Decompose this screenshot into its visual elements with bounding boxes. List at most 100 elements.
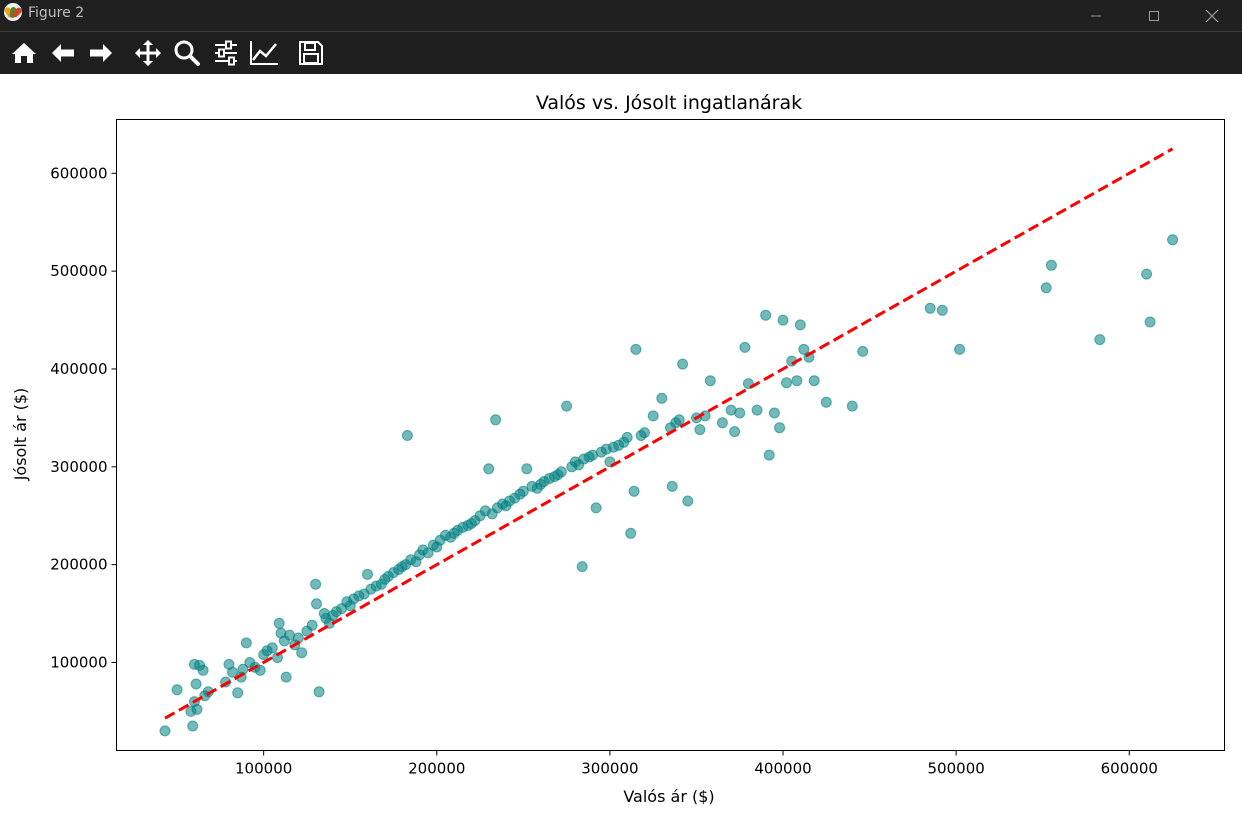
save-button[interactable]	[296, 38, 326, 68]
close-icon	[1205, 9, 1219, 22]
scatter-point	[362, 568, 373, 580]
navigation-toolbar	[0, 32, 1242, 74]
scatter-point	[313, 686, 325, 698]
reference-line-layer	[164, 147, 1174, 720]
scatter-point	[704, 375, 716, 387]
scatter-point	[739, 341, 751, 353]
configure-subplots-icon	[215, 40, 237, 66]
close-button[interactable]	[1189, 0, 1235, 31]
scatter-point	[483, 463, 495, 475]
pan-move-icon	[135, 40, 161, 66]
scatter-point	[311, 598, 322, 610]
scatter-point	[924, 302, 936, 314]
x-axis-label: Valós ár ($)	[623, 787, 714, 806]
scatter-point	[190, 678, 202, 690]
forward-arrow-icon	[90, 44, 112, 62]
minimize-icon	[1091, 15, 1101, 16]
scatter-point	[227, 666, 238, 678]
x-tick-label: 300000	[581, 760, 638, 778]
scatter-point	[808, 375, 820, 387]
scatter-point	[781, 377, 792, 389]
y-tick-label: 400000	[50, 360, 107, 378]
scatter-point	[555, 466, 567, 478]
scatter-point	[401, 430, 413, 441]
titlebar-divider	[0, 31, 1242, 32]
scatter-chart[interactable]: Valós vs. Jósolt ingatlanárak Valós ár (…	[0, 74, 1242, 821]
scatter-point	[682, 495, 694, 507]
y-tick-label: 100000	[50, 653, 107, 671]
scatter-point	[517, 485, 529, 497]
scatter-point	[296, 647, 308, 659]
y-tick-label: 600000	[50, 164, 107, 182]
scatter-point	[666, 480, 678, 492]
pan-button[interactable]	[133, 38, 163, 68]
x-tick-label: 500000	[928, 760, 985, 778]
scatter-point	[232, 687, 244, 699]
scatter-point	[798, 343, 810, 355]
scatter-point	[630, 343, 642, 355]
scatter-points	[159, 234, 1179, 737]
scatter-point	[240, 637, 252, 649]
scatter-point	[576, 561, 588, 573]
scatter-point	[751, 404, 763, 416]
scatter-point	[677, 358, 689, 370]
scatter-point	[590, 502, 602, 514]
scatter-point	[639, 427, 650, 439]
customize-button[interactable]	[249, 38, 279, 68]
scatter-point	[280, 671, 292, 683]
scatter-point	[936, 304, 948, 316]
subplots-button[interactable]	[211, 38, 241, 68]
scatter-point	[777, 314, 789, 326]
y-axis-label: Jósolt ár ($)	[11, 388, 30, 482]
home-button[interactable]	[9, 38, 39, 68]
scatter-point	[266, 642, 278, 654]
scatter-point	[171, 684, 183, 696]
zoom-magnifier-icon	[174, 40, 200, 66]
scatter-point	[1144, 316, 1156, 328]
scatter-point	[716, 417, 728, 429]
figure-canvas: Valós vs. Jósolt ingatlanárak Valós ár (…	[0, 74, 1242, 821]
scatter-point	[729, 426, 741, 438]
app-icon	[4, 3, 22, 21]
back-button[interactable]	[48, 38, 78, 68]
maximize-button[interactable]	[1131, 0, 1177, 31]
scatter-point	[273, 617, 285, 629]
scatter-point	[254, 664, 266, 676]
scatter-point	[1141, 268, 1153, 280]
scatter-point	[760, 309, 772, 321]
scatter-point	[187, 720, 199, 732]
y-tick-label: 200000	[50, 556, 107, 574]
scatter-point	[490, 414, 502, 426]
reference-line	[164, 147, 1174, 720]
scatter-point	[857, 345, 869, 357]
maximize-icon	[1149, 10, 1159, 21]
scatter-point	[625, 527, 637, 539]
x-tick-label: 200000	[408, 760, 465, 778]
zoom-button[interactable]	[172, 38, 202, 68]
scatter-point	[694, 424, 706, 436]
scatter-point	[820, 396, 832, 408]
scatter-point	[306, 619, 318, 631]
forward-button[interactable]	[86, 38, 116, 68]
scatter-point	[774, 422, 786, 434]
scatter-point	[1167, 234, 1179, 246]
scatter-point	[954, 343, 966, 355]
scatter-point	[1045, 259, 1057, 271]
scatter-point	[272, 652, 283, 664]
scatter-point	[794, 319, 806, 331]
x-tick-label: 400000	[754, 760, 811, 778]
y-tick-label: 500000	[50, 262, 107, 280]
save-icon	[299, 41, 323, 65]
scatter-point	[734, 407, 746, 419]
x-tick-label: 600000	[1101, 760, 1158, 778]
minimize-button[interactable]	[1073, 0, 1119, 31]
scatter-point	[310, 578, 322, 590]
x-tick-label: 100000	[235, 760, 292, 778]
scatter-point	[673, 414, 685, 426]
scatter-point	[561, 400, 573, 412]
scatter-point	[791, 375, 803, 387]
scatter-point	[1094, 334, 1106, 346]
plot-area-frame	[116, 119, 1225, 751]
window-titlebar: Figure 2	[0, 0, 1242, 31]
home-icon	[12, 43, 36, 63]
